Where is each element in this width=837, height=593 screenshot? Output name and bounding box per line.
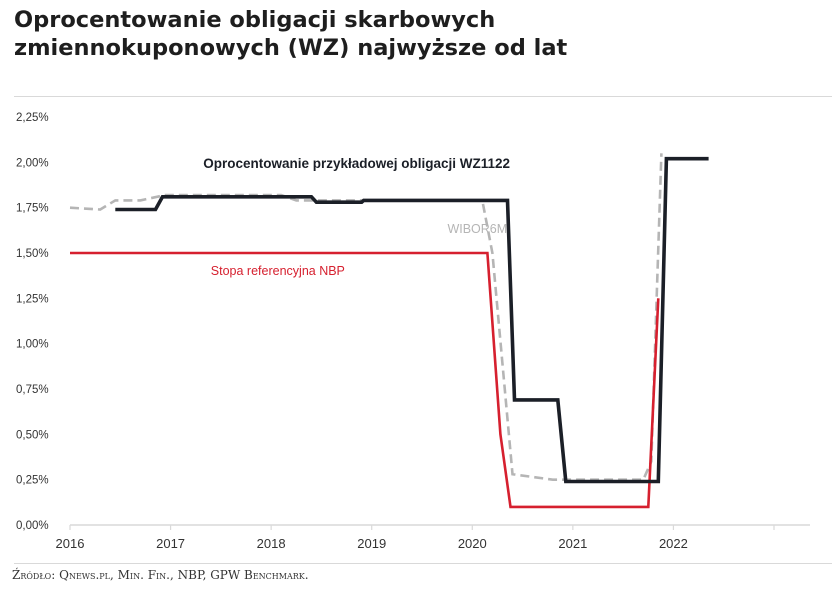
chart-title: Oprocentowanie obligacji skarbowych zmie… — [14, 6, 814, 62]
x-tick-label: 2019 — [357, 536, 386, 551]
x-tick-label: 2021 — [558, 536, 587, 551]
y-axis: 0,00% 0,25% 0,50% 0,75% 1,00% 1,25% 1,50% 1,75%… — [16, 112, 49, 532]
y-tick-label: 1,25% — [16, 293, 49, 305]
annotations: Oprocentowanie przykładowej obligacji WZ… — [203, 156, 510, 278]
series-group — [69, 153, 709, 509]
y-tick-label: 1,75% — [16, 203, 49, 215]
series-line-wz1122 — [115, 156, 709, 484]
series-line-wibor6m — [69, 153, 663, 481]
y-tick-label: 0,75% — [16, 384, 49, 396]
title-line-2: zmiennokuponowych (WZ) najwyższe od lat — [14, 35, 568, 61]
x-tick-label: 2018 — [257, 536, 286, 551]
y-tick-label: 2,25% — [16, 112, 49, 124]
x-axis: 2016 2017 2018 2019 2020 2021 2022 — [56, 524, 810, 551]
y-tick-label: 1,50% — [16, 248, 49, 260]
y-tick-label: 0,50% — [16, 429, 49, 441]
x-tick-label: 2016 — [56, 536, 85, 551]
series-line-nbp-rate — [70, 251, 660, 509]
y-tick-label: 2,00% — [16, 157, 49, 169]
x-tick-label: 2020 — [458, 536, 487, 551]
chart-frame: 0,00% 0,25% 0,50% 0,75% 1,00% 1,25% 1,50% 1,75%… — [14, 96, 832, 564]
series-label: WIBOR6M — [447, 222, 507, 236]
title-line-1: Oprocentowanie obligacji skarbowych — [14, 7, 496, 33]
source-note: Źródło: Qnews.pl, Min. Fin., NBP, GPW Be… — [12, 568, 309, 582]
y-tick-label: 0,25% — [16, 475, 49, 487]
y-tick-label: 1,00% — [16, 339, 49, 351]
series-label: Stopa referencyjna NBP — [211, 264, 345, 278]
x-tick-label: 2022 — [659, 536, 688, 551]
line-chart: 0,00% 0,25% 0,50% 0,75% 1,00% 1,25% 1,50% 1,75%… — [16, 112, 810, 551]
series-label: Oprocentowanie przykładowej obligacji WZ… — [203, 156, 510, 171]
y-tick-label: 0,00% — [16, 520, 49, 532]
x-tick-label: 2017 — [156, 536, 185, 551]
